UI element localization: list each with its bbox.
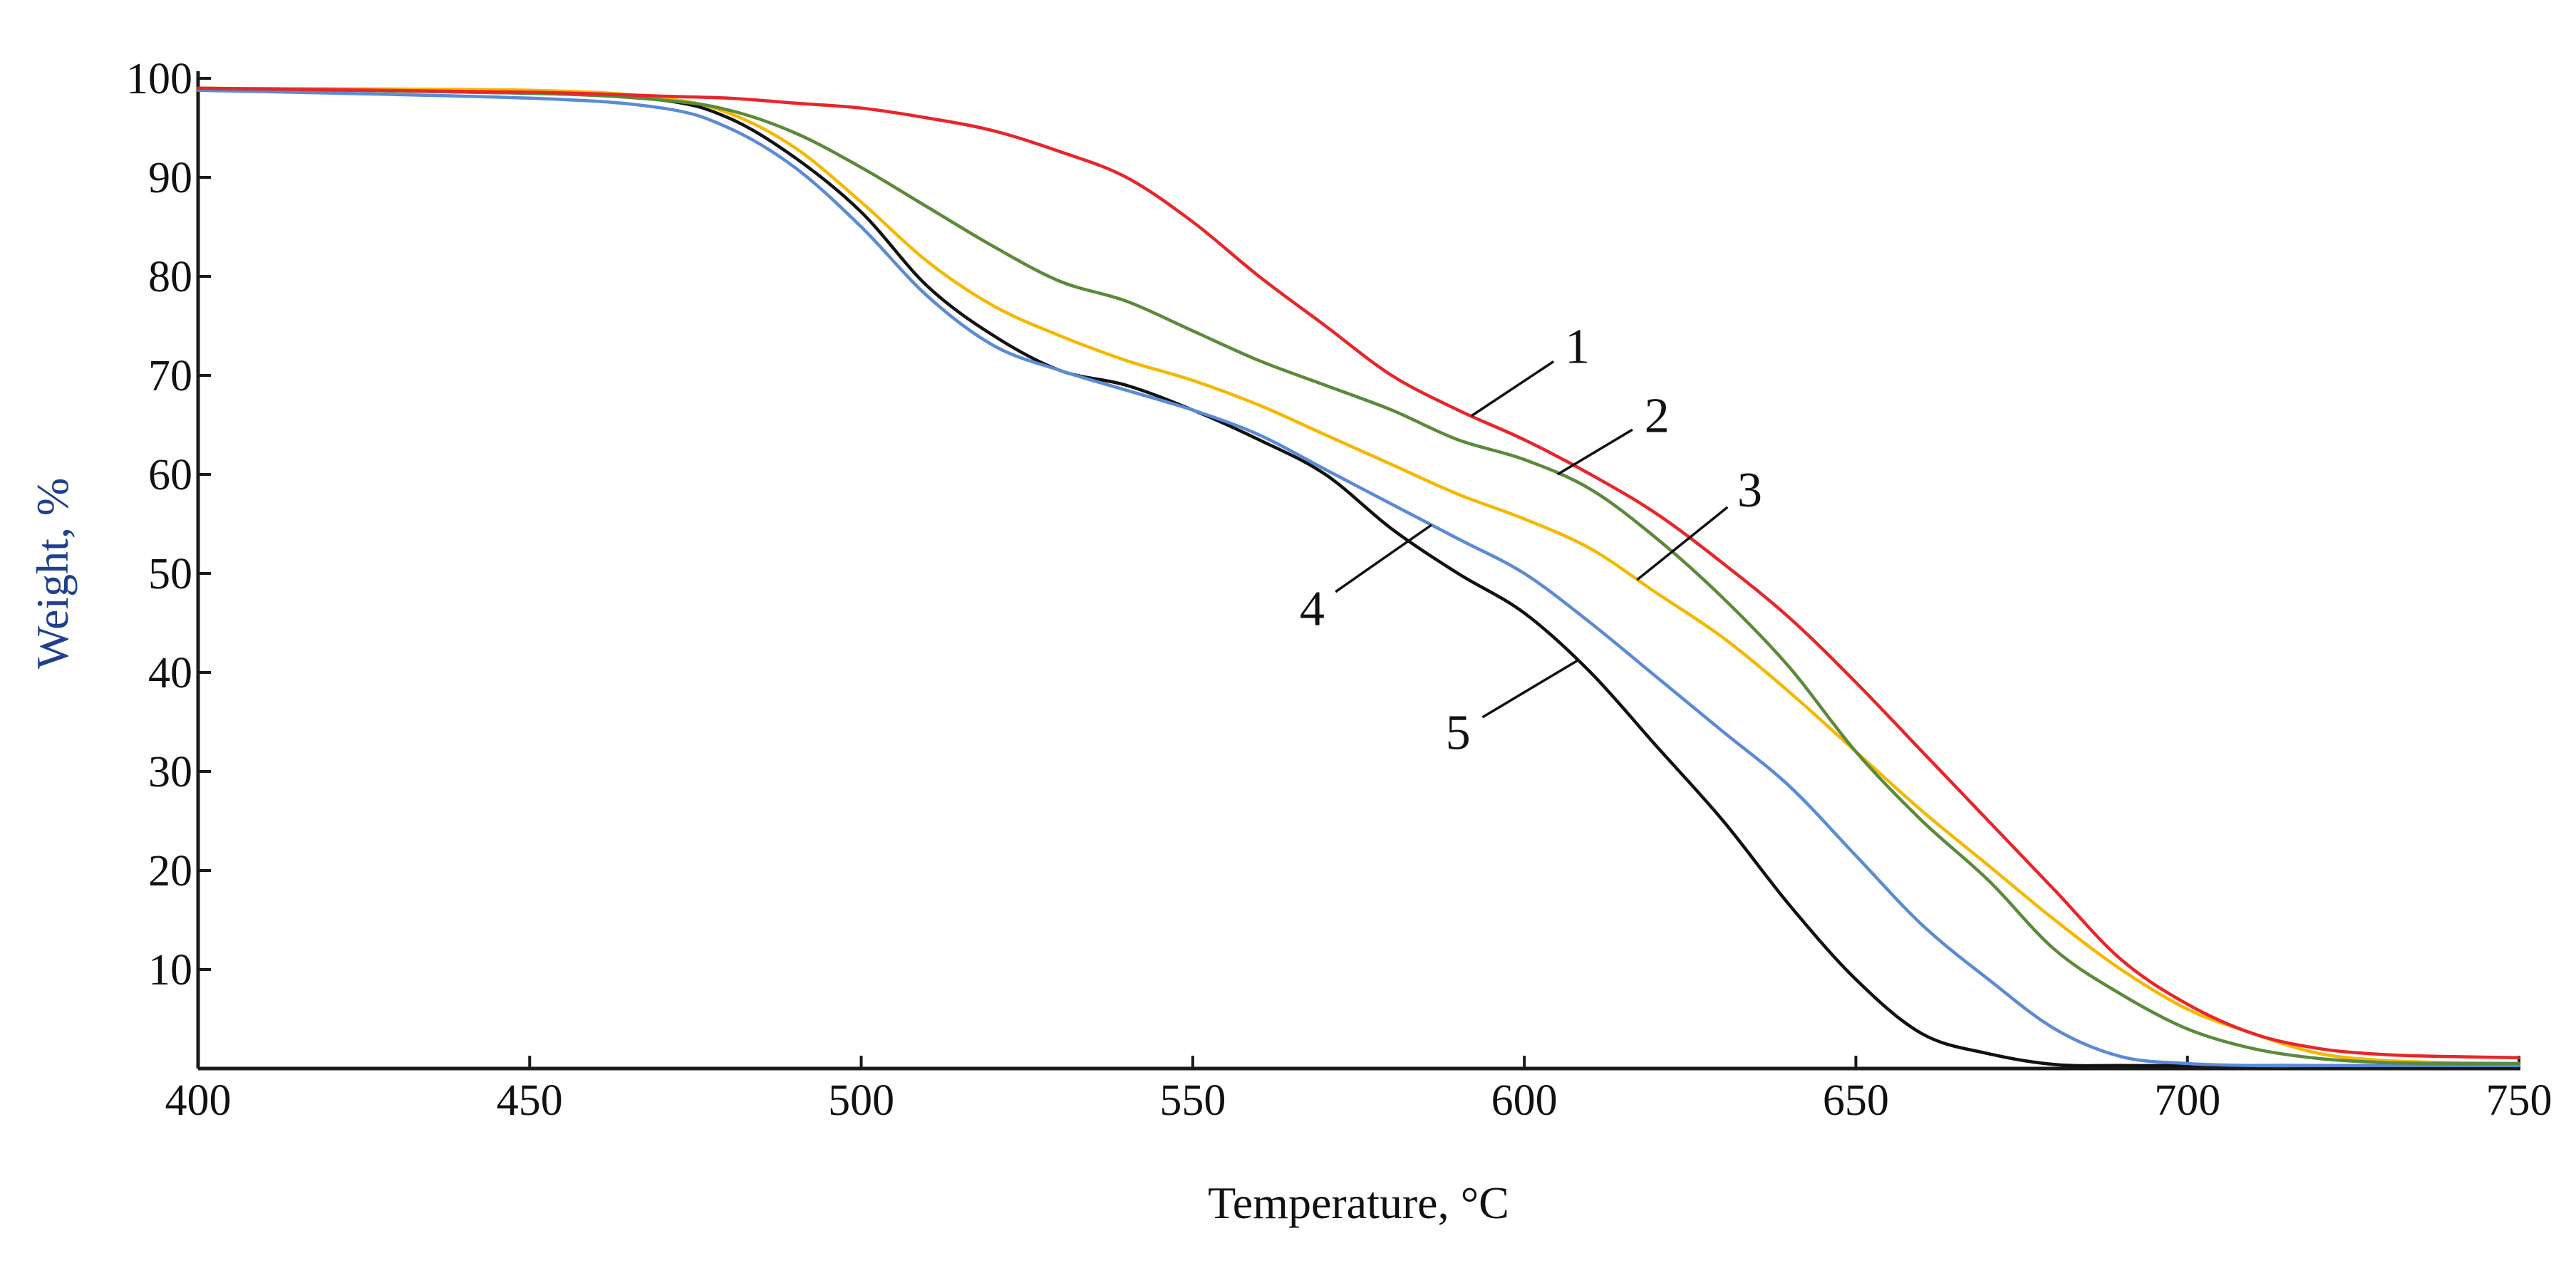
x-tick-label: 550 (1159, 1076, 1226, 1125)
series-line-5 (196, 86, 2521, 1068)
x-tick-label: 700 (2154, 1076, 2220, 1125)
y-tick-label: 60 (148, 451, 192, 499)
annotation-layer: 12 3 4 5 (1300, 319, 1762, 760)
leader-line-3 (1636, 506, 1729, 581)
leader-line-4 (1335, 524, 1432, 593)
leader-line-2 (1556, 428, 1633, 476)
x-tick-label: 600 (1491, 1076, 1558, 1125)
y-axis-title: Weight, % (27, 478, 78, 670)
leader-line-1 (1470, 360, 1555, 417)
series-layer (196, 86, 2521, 1068)
series-line-3 (196, 86, 2521, 1066)
y-tick-label: 40 (148, 649, 192, 697)
curve-label-4: 4 (1300, 582, 1325, 637)
curve-label-3: 3 (1737, 463, 1762, 518)
y-tick-label: 30 (148, 748, 192, 796)
curve-label-2: 2 (1645, 389, 1670, 444)
y-tick-label: 10 (148, 946, 192, 994)
y-tick-label: 80 (148, 253, 192, 301)
y-axis-ticks: 10 20 30 40 50 60 70 80 90 100 (126, 55, 211, 994)
series-line-4 (196, 88, 2521, 1068)
x-axis-ticks: 400 450 500 550 600 650 700 750 (165, 1056, 2552, 1125)
y-tick-label: 50 (148, 550, 192, 598)
series-line-2 (196, 86, 2521, 1066)
leader-line-5 (1481, 659, 1578, 719)
curve-label-5: 5 (1446, 705, 1471, 760)
x-axis-title: Temperature, °C (1208, 1178, 1509, 1228)
series-line-1 (196, 86, 2521, 1059)
x-tick-label: 450 (497, 1076, 563, 1125)
y-tick-label: 100 (126, 55, 192, 103)
x-tick-label: 650 (1823, 1076, 1889, 1125)
x-tick-label: 500 (828, 1076, 894, 1125)
axes (196, 71, 2520, 1071)
y-tick-label: 20 (148, 847, 192, 895)
x-tick-label: 400 (165, 1076, 232, 1125)
curve-label-1: 1 (1565, 319, 1590, 374)
x-tick-label: 750 (2486, 1076, 2552, 1125)
y-tick-label: 90 (148, 154, 192, 202)
y-tick-label: 70 (148, 352, 192, 400)
